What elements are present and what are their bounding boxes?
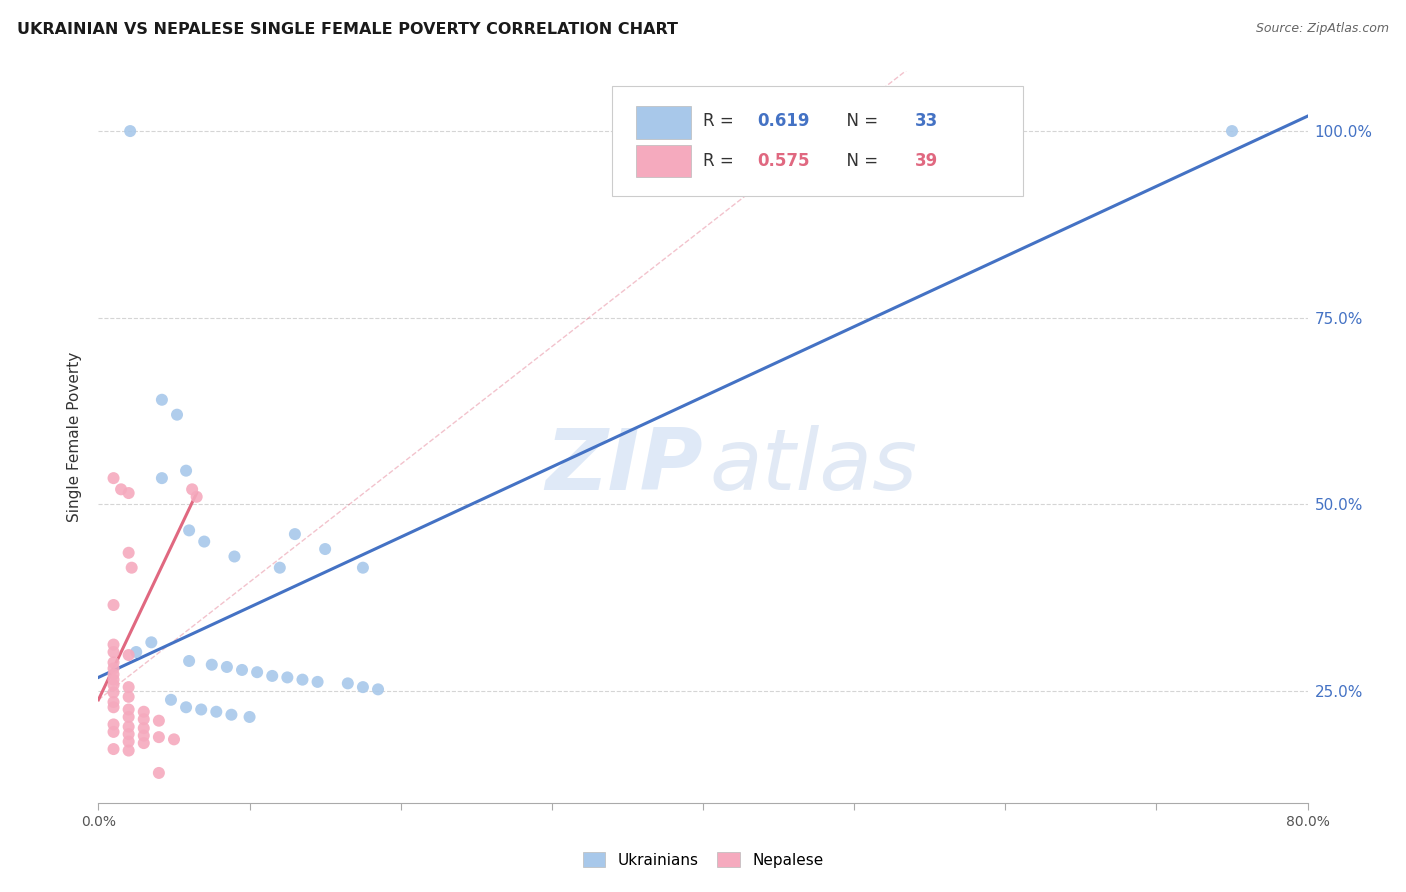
Point: [160, 693, 183, 707]
Point: [307, 674, 329, 689]
Point: [174, 464, 197, 478]
Point: [103, 598, 125, 612]
Point: [231, 663, 253, 677]
Text: 39: 39: [915, 152, 938, 169]
Point: [103, 678, 125, 692]
Point: [120, 124, 142, 138]
Text: Source: ZipAtlas.com: Source: ZipAtlas.com: [1256, 22, 1389, 36]
Point: [224, 549, 246, 564]
Point: [276, 670, 298, 684]
Point: [132, 705, 155, 719]
Point: [193, 534, 215, 549]
Point: [262, 669, 284, 683]
Point: [221, 707, 243, 722]
Point: [118, 486, 141, 500]
Point: [103, 700, 125, 714]
FancyBboxPatch shape: [613, 86, 1024, 195]
Point: [103, 685, 125, 699]
Y-axis label: Single Female Poverty: Single Female Poverty: [67, 352, 83, 522]
Legend: Ukrainians, Nepalese: Ukrainians, Nepalese: [576, 846, 830, 873]
Point: [103, 673, 125, 687]
Point: [201, 657, 224, 672]
Point: [205, 705, 228, 719]
Text: ZIP: ZIP: [546, 425, 703, 508]
Point: [148, 730, 170, 744]
Point: [352, 560, 374, 574]
Point: [284, 527, 307, 541]
Point: [132, 736, 155, 750]
Point: [103, 667, 125, 681]
Text: atlas: atlas: [709, 425, 917, 508]
Text: N =: N =: [837, 152, 883, 169]
Text: R =: R =: [703, 152, 740, 169]
Point: [174, 700, 197, 714]
Point: [103, 725, 125, 739]
Point: [118, 546, 141, 560]
Point: [166, 408, 188, 422]
Point: [118, 743, 141, 757]
Text: 0.619: 0.619: [758, 112, 810, 130]
Point: [125, 645, 148, 659]
Point: [103, 471, 125, 485]
Point: [291, 673, 314, 687]
Point: [163, 732, 186, 747]
Point: [103, 656, 125, 670]
FancyBboxPatch shape: [637, 145, 690, 178]
Point: [148, 714, 170, 728]
Point: [103, 695, 125, 709]
Text: UKRAINIAN VS NEPALESE SINGLE FEMALE POVERTY CORRELATION CHART: UKRAINIAN VS NEPALESE SINGLE FEMALE POVE…: [17, 22, 678, 37]
Point: [190, 702, 212, 716]
Point: [269, 560, 291, 574]
Point: [181, 483, 204, 497]
FancyBboxPatch shape: [637, 106, 690, 138]
Point: [132, 712, 155, 726]
Point: [150, 471, 173, 485]
Point: [132, 729, 155, 743]
Point: [103, 717, 125, 731]
Text: N =: N =: [837, 112, 883, 130]
Point: [141, 635, 163, 649]
Point: [314, 542, 336, 557]
Point: [118, 727, 141, 741]
Point: [239, 710, 262, 724]
Point: [118, 702, 141, 716]
Point: [336, 676, 359, 690]
Point: [246, 665, 269, 680]
Point: [118, 680, 141, 694]
Point: [186, 490, 208, 504]
Point: [121, 560, 143, 574]
Point: [118, 734, 141, 748]
Point: [118, 710, 141, 724]
Point: [150, 392, 173, 407]
Point: [103, 661, 125, 675]
Point: [110, 483, 132, 497]
Point: [148, 766, 170, 780]
Point: [132, 721, 155, 735]
Point: [179, 524, 201, 538]
Point: [103, 742, 125, 756]
Text: R =: R =: [703, 112, 740, 130]
Point: [1220, 124, 1243, 138]
Text: 0.575: 0.575: [758, 152, 810, 169]
Text: 33: 33: [915, 112, 938, 130]
Point: [118, 648, 141, 662]
Point: [179, 654, 201, 668]
Point: [367, 682, 389, 697]
Point: [103, 638, 125, 652]
Point: [352, 680, 374, 694]
Point: [118, 720, 141, 734]
Point: [118, 690, 141, 704]
Point: [103, 645, 125, 659]
Point: [215, 660, 238, 674]
